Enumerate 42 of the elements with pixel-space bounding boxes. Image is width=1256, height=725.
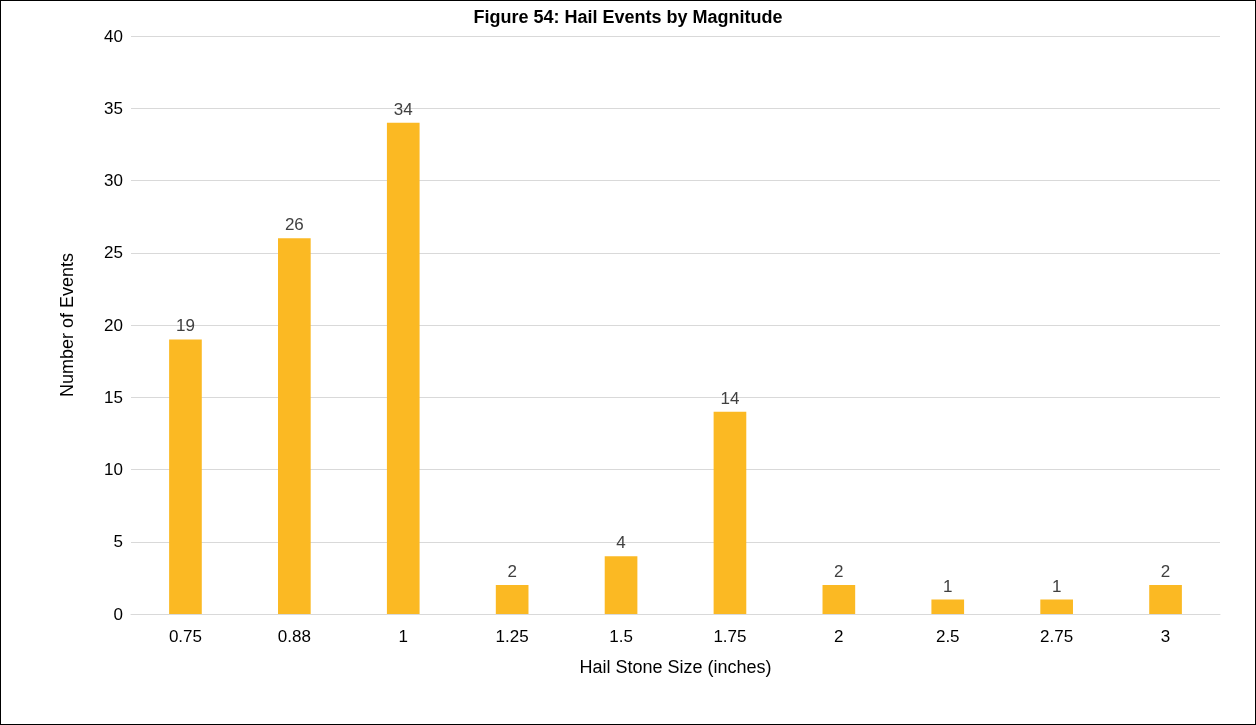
y-tick-label: 20 (104, 315, 123, 335)
x-tick-label: 1.5 (609, 627, 633, 646)
x-tick-label: 2.5 (935, 627, 960, 646)
data-label: 34 (393, 99, 413, 119)
x-tick-label: 1.25 (495, 627, 529, 646)
y-tick-label: 15 (104, 387, 123, 407)
bar (931, 599, 965, 614)
x-tick-label: 0.88 (277, 627, 311, 646)
y-tick-label: 0 (113, 604, 123, 624)
bar (713, 411, 747, 614)
y-tick-label: 25 (104, 243, 123, 263)
bar (386, 122, 420, 614)
y-tick-label: 5 (113, 532, 123, 552)
y-tick-label: 30 (104, 171, 123, 190)
data-label: 1 (1051, 576, 1062, 596)
x-axis-title: Hail Stone Size (inches) (579, 657, 772, 677)
chart-title: Figure 54: Hail Events by Magnitude (473, 7, 783, 27)
x-tick-label: 0.75 (168, 627, 202, 646)
x-tick-label: 2.75 (1040, 627, 1074, 646)
bar (604, 556, 638, 614)
x-tick-label: 2 (834, 627, 844, 646)
x-tick-label: 1 (398, 627, 408, 646)
bar (1149, 585, 1182, 614)
x-tick-label: 1.75 (713, 627, 747, 646)
y-tick-label: 10 (104, 460, 123, 479)
bar (169, 339, 202, 614)
data-label: 2 (1160, 562, 1171, 582)
y-tick-label: 35 (104, 98, 123, 118)
data-label: 1 (943, 576, 953, 596)
data-label: 19 (175, 316, 195, 336)
x-tick-label: 3 (1160, 627, 1171, 646)
data-label: 26 (284, 215, 304, 235)
data-label: 2 (834, 562, 844, 582)
bar (278, 238, 311, 614)
data-label: 4 (616, 533, 626, 553)
data-label: 2 (507, 562, 517, 582)
data-label: 14 (720, 388, 740, 408)
bar (495, 585, 529, 614)
y-axis-title: Number of Events (57, 252, 77, 398)
bar (822, 585, 856, 614)
bar (1040, 599, 1073, 614)
y-tick-label: 40 (104, 26, 123, 46)
